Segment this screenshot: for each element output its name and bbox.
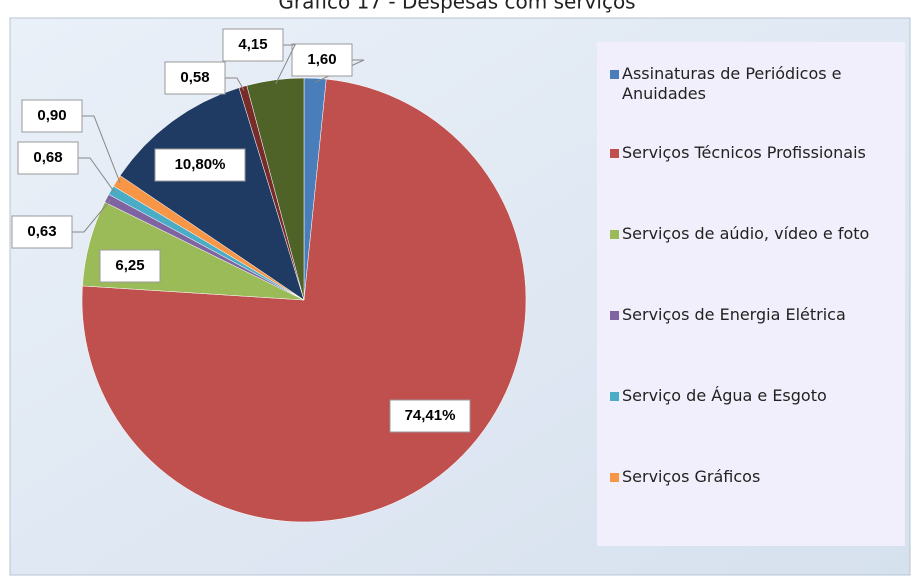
leader-line xyxy=(275,44,296,85)
legend-entry: Serviços de Energia Elétrica xyxy=(610,305,914,325)
legend-label: Serviço de Água e Esgoto xyxy=(622,386,827,405)
label-box xyxy=(164,61,226,95)
leader-line xyxy=(82,115,121,184)
label-box xyxy=(291,43,353,77)
legend-swatch xyxy=(610,392,619,401)
legend-entry: Serviço de Água e Esgoto xyxy=(610,386,914,406)
label-box xyxy=(11,215,73,249)
data-label: 6,25 xyxy=(115,257,144,274)
leader-line xyxy=(78,157,115,193)
data-label: 0,58 xyxy=(180,69,209,86)
data-label: 10,80% xyxy=(175,156,226,173)
label-box xyxy=(389,399,471,433)
pie-slice xyxy=(246,77,305,301)
legend-box xyxy=(597,42,905,546)
label-box xyxy=(222,28,284,62)
label-box xyxy=(154,148,246,182)
data-label: 0,63 xyxy=(27,223,56,240)
legend-swatch xyxy=(610,230,619,239)
legend-swatch xyxy=(610,70,619,79)
legend-entry: Serviços Técnicos Profissionais xyxy=(610,143,914,163)
data-label: 4,15 xyxy=(238,36,267,53)
label-box xyxy=(99,249,161,283)
leader-line xyxy=(72,199,111,233)
legend-label: Assinaturas de Periódicos e Anuidades xyxy=(622,64,842,103)
data-label: 1,60 xyxy=(307,51,336,68)
legend-entry: Serviços de aúdio, vídeo e foto xyxy=(610,224,914,244)
legend-swatch xyxy=(610,311,619,320)
legend-label: Serviços Técnicos Profissionais xyxy=(622,143,866,162)
legend-entry: Serviços Gráficos xyxy=(610,467,914,487)
legend-entry: Assinaturas de Periódicos e Anuidades xyxy=(610,64,914,104)
pie-slice xyxy=(119,87,305,301)
leader-line xyxy=(225,77,245,91)
label-box xyxy=(17,141,79,175)
legend-label: Serviços de Energia Elétrica xyxy=(622,305,846,324)
data-label: 0,90 xyxy=(37,107,66,124)
data-label: 0,68 xyxy=(33,149,62,166)
legend-label: Serviços Gráficos xyxy=(622,467,761,486)
legend-label: Serviços de aúdio, vídeo e foto xyxy=(622,224,870,243)
legend-swatch xyxy=(610,149,619,158)
label-box xyxy=(21,99,83,133)
chart-title: Gráfico 17 - Despesas com serviços xyxy=(278,0,635,14)
legend-swatch xyxy=(610,473,619,482)
data-label: 74,41% xyxy=(405,407,456,424)
